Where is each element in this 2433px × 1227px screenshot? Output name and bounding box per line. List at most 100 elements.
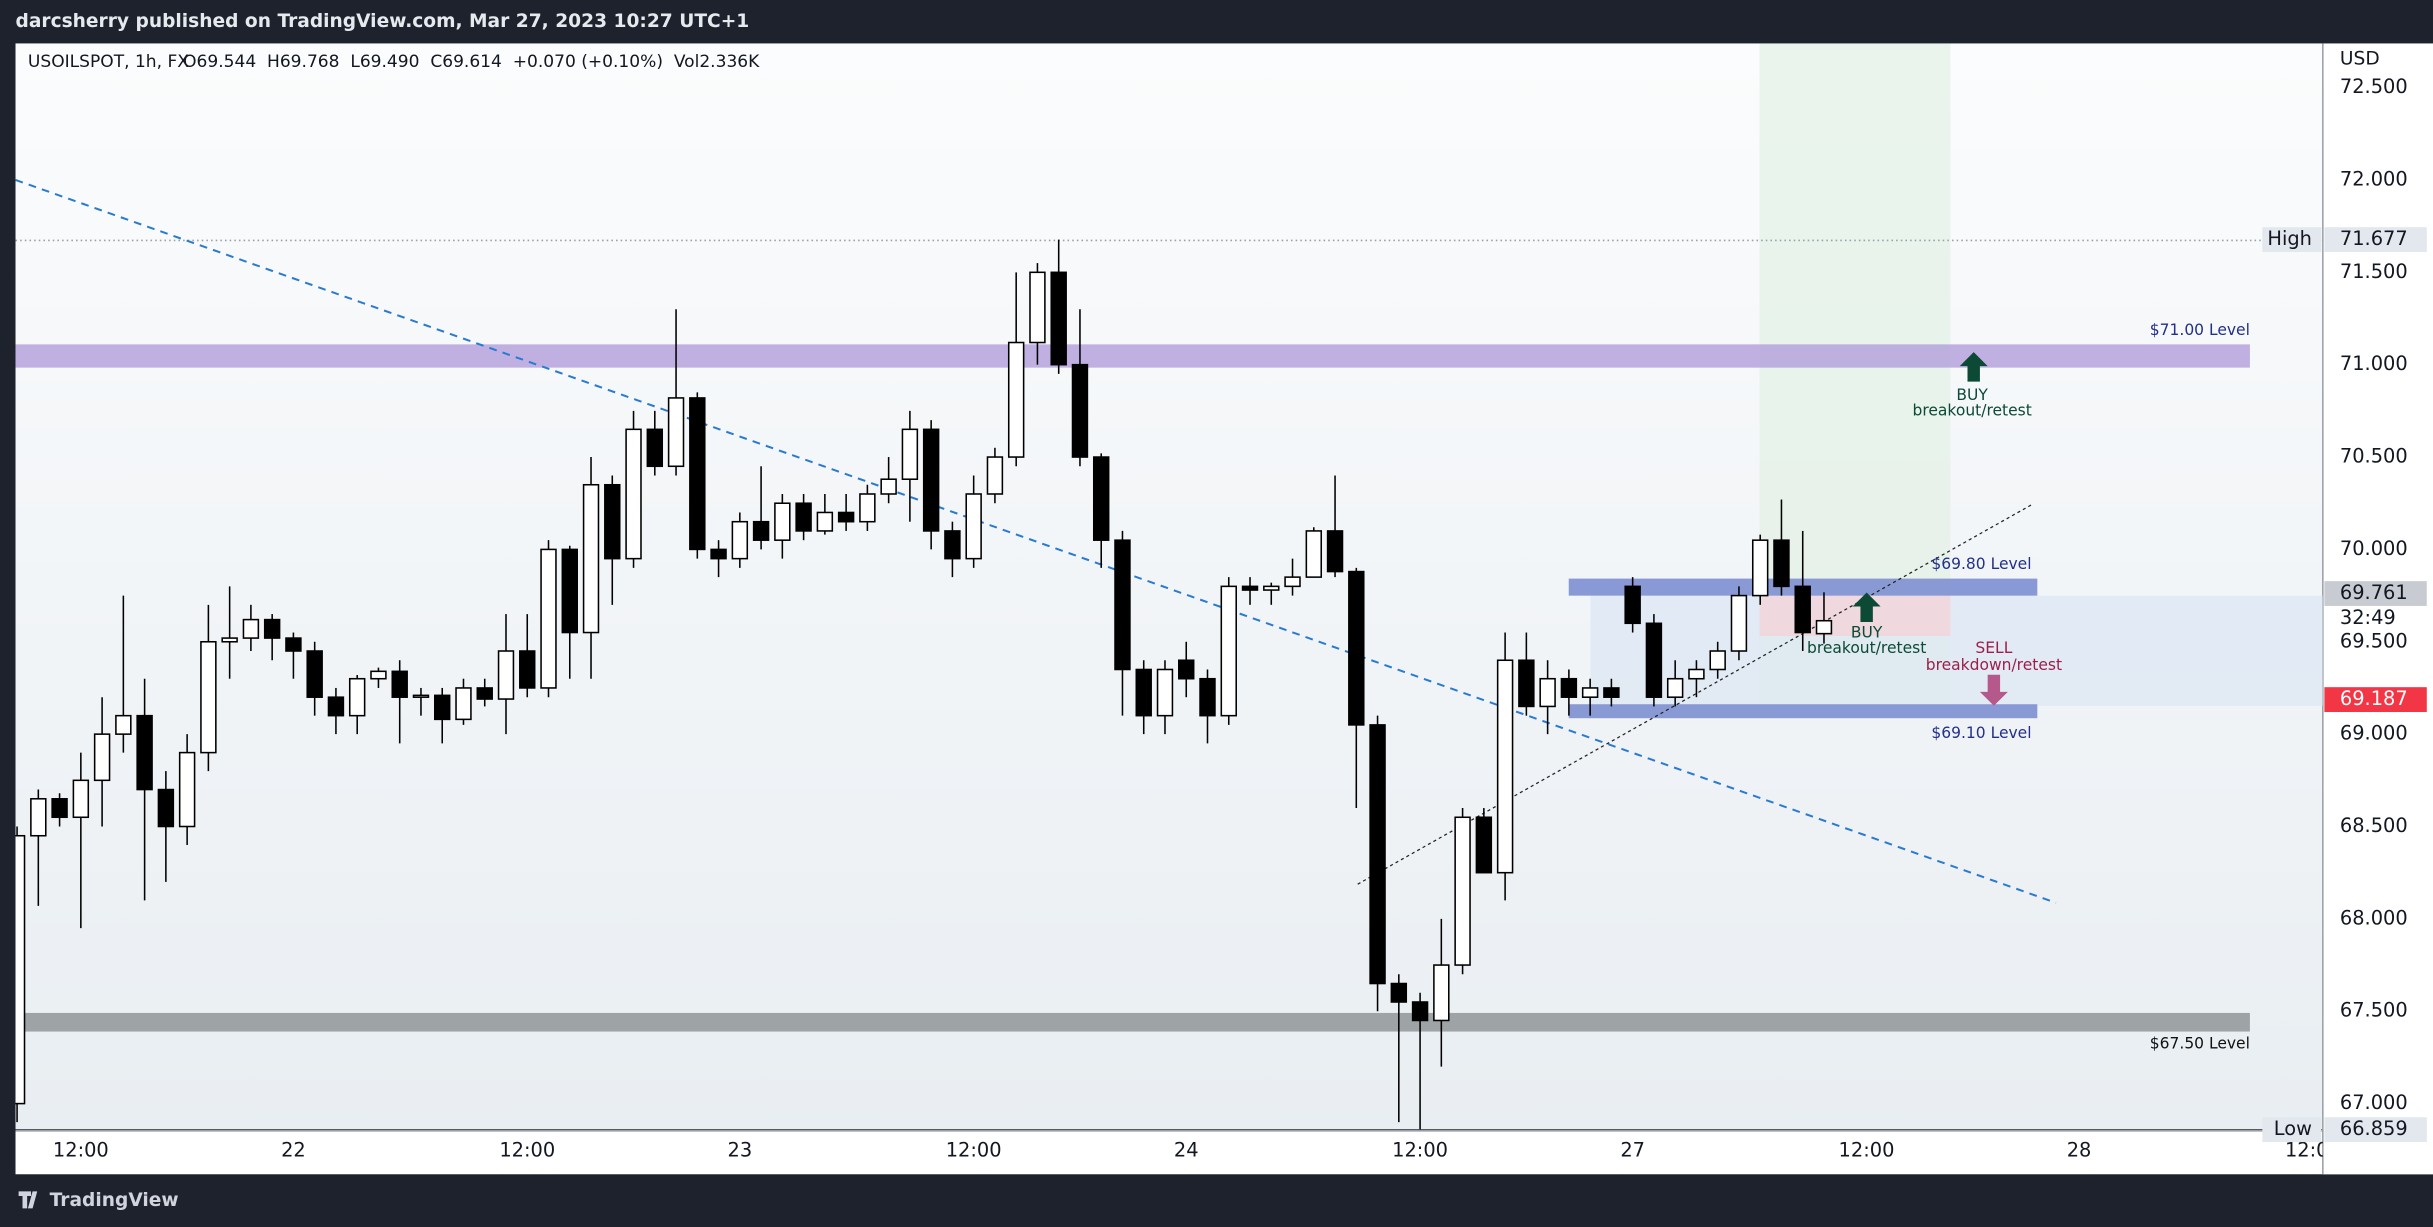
- candle-body: [15, 834, 26, 1105]
- price-label-name-box: [2262, 227, 2322, 253]
- candle-body: [689, 397, 706, 551]
- level-label: $69.80 Level: [1931, 555, 2031, 573]
- candle-body: [901, 428, 919, 480]
- candle-body: [136, 714, 153, 791]
- candle-body: [1518, 659, 1535, 708]
- candle-body: [1433, 964, 1450, 1022]
- candle-body: [795, 502, 812, 532]
- buy-arrow: [1959, 352, 1988, 382]
- buy-label: BUY: [1851, 623, 1883, 641]
- candle-body: [1581, 687, 1599, 698]
- candle-body: [1348, 570, 1365, 726]
- candle-body: [540, 548, 557, 689]
- candle-body: [944, 530, 961, 560]
- candle-body: [1071, 363, 1089, 458]
- level-band: [24, 1012, 2250, 1032]
- x-tick-label: 27: [1620, 1138, 1645, 1161]
- candle-body: [1688, 668, 1705, 680]
- level-band: [1568, 704, 2038, 719]
- candle-body: [327, 696, 345, 717]
- candle-body: [221, 637, 238, 643]
- level-label: $69.10 Level: [1931, 724, 2031, 742]
- candle-body: [433, 694, 451, 721]
- candle-body: [115, 714, 132, 735]
- candle-body: [1773, 539, 1790, 588]
- x-tick-label: 12:00: [499, 1138, 555, 1161]
- candle-body: [752, 520, 770, 541]
- x-tick-label: 12:00: [53, 1138, 109, 1161]
- candle-body: [582, 483, 600, 634]
- currency: USD: [2340, 48, 2380, 69]
- candle-body: [965, 493, 982, 560]
- candle-body: [370, 670, 387, 680]
- price-label-name-box: [2262, 1117, 2322, 1143]
- level-label: $71.00 Level: [2150, 321, 2250, 339]
- y-tick-label: 67.000: [2340, 1091, 2408, 1114]
- y-tick-label: 69.000: [2340, 722, 2408, 745]
- candle-body: [1050, 271, 1067, 366]
- candle-body: [1730, 594, 1748, 652]
- y-tick-label: 70.500: [2340, 445, 2408, 468]
- sell-label: breakdown/retest: [1926, 656, 2062, 674]
- sell-arrow: [1979, 674, 2008, 706]
- countdown: 32:49: [2340, 606, 2396, 629]
- candle-body: [157, 788, 175, 828]
- y-tick-label: 67.500: [2340, 999, 2408, 1022]
- price-label-name: Low: [2274, 1117, 2312, 1140]
- candle-body: [625, 428, 642, 560]
- x-tick-label: 24: [1174, 1138, 1199, 1161]
- candle-body: [30, 798, 47, 837]
- x-axis: 12:00 22 12:00 23 12:00 24 12:00 27 12:00 28 12:00: [53, 1138, 2341, 1161]
- candle-body: [1284, 576, 1301, 588]
- publisher: darcsherry published on TradingView.com,…: [16, 11, 750, 32]
- symbol: USOILSPOT, 1h, FX: [28, 52, 189, 72]
- candle-body: [1263, 585, 1280, 591]
- candle-body: [1220, 585, 1237, 717]
- candle-body: [1369, 724, 1386, 985]
- candle-body: [1305, 530, 1323, 578]
- candle-body: [1092, 456, 1110, 541]
- y-tick-label: 71.500: [2340, 260, 2408, 283]
- candle-body: [1645, 622, 1663, 698]
- candle-body: [1815, 619, 1833, 635]
- candle-body: [1156, 668, 1174, 717]
- candle-body: [1709, 650, 1726, 671]
- candle-body: [1029, 271, 1046, 344]
- candle-body: [816, 511, 834, 532]
- x-tick-label: 12:00: [2285, 1138, 2341, 1161]
- candle-body: [72, 779, 90, 819]
- x-tick-label: 12:00: [1392, 1138, 1448, 1161]
- price-label: 69.761: [2340, 581, 2408, 604]
- candle-body: [1496, 659, 1514, 874]
- x-tick-label: 12:00: [946, 1138, 1002, 1161]
- buy-arrow: [1852, 592, 1881, 623]
- candle-body: [731, 520, 749, 560]
- candle-body: [1241, 585, 1259, 591]
- y-tick-label: 69.500: [2340, 629, 2408, 652]
- candle-body: [1751, 539, 1769, 597]
- candle-body: [178, 751, 196, 828]
- candle-body: [710, 548, 727, 560]
- candle-body: [1390, 982, 1408, 1003]
- candle-body: [285, 637, 302, 652]
- y-tick-label: 70.000: [2340, 537, 2408, 560]
- candle-body: [1326, 530, 1344, 573]
- price-label-box: [2324, 581, 2427, 606]
- candle-body: [1178, 659, 1195, 680]
- trend-line: [1357, 503, 2033, 885]
- logo: [18, 1191, 38, 1209]
- candle-body: [1603, 687, 1620, 698]
- buy-label: BUY: [1956, 386, 1988, 404]
- level-label: $67.50 Level: [2150, 1034, 2250, 1052]
- candle-body: [1475, 816, 1493, 874]
- candle-body: [1666, 677, 1684, 698]
- candle-body: [561, 548, 578, 634]
- candle-body: [880, 478, 897, 495]
- time-axis: [15, 1130, 2433, 1175]
- candle-body: [93, 733, 111, 782]
- candle-body: [1560, 677, 1578, 698]
- y-tick-label: 72.000: [2340, 167, 2408, 190]
- candle-body: [646, 428, 664, 468]
- brand: TradingView: [50, 1190, 179, 1211]
- candle-body: [263, 618, 281, 639]
